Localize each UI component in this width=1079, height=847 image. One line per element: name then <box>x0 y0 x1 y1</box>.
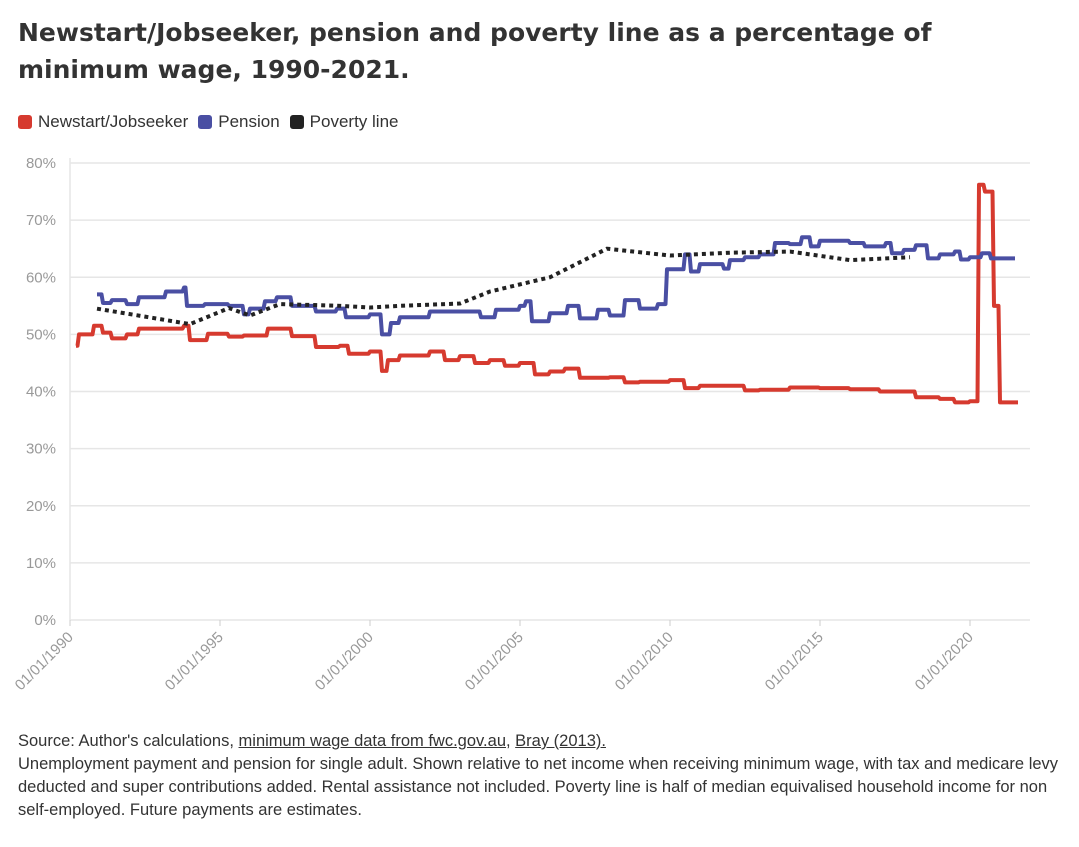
legend-label: Poverty line <box>309 112 399 131</box>
source-link-bray[interactable]: Bray (2013). <box>515 732 606 750</box>
x-tick-label: 01/01/2010 <box>612 629 677 694</box>
footer: Source: Author's calculations, minimum w… <box>18 730 1068 822</box>
source-link-fwc[interactable]: minimum wage data from fwc.gov.au <box>238 732 506 750</box>
legend-label: Newstart/Jobseeker <box>38 112 189 131</box>
legend-label: Pension <box>218 112 280 131</box>
chart-title: Newstart/Jobseeker, pension and poverty … <box>18 18 932 84</box>
y-tick-label: 10% <box>26 555 56 572</box>
y-tick-label: 60% <box>26 269 56 286</box>
y-tick-label: 50% <box>26 326 56 343</box>
x-tick-label: 01/01/1990 <box>12 629 77 694</box>
source-prefix: Source: Author's calculations, <box>18 732 239 750</box>
y-tick-label: 0% <box>34 612 56 629</box>
line-chart: 0% 10% 20% 30% 40% 50% 60% 70% 80% 01/01/1990 01/0… <box>12 155 1030 694</box>
legend-item-newstart[interactable]: Newstart/Jobseeker <box>18 112 188 132</box>
y-tick-label: 20% <box>26 498 56 515</box>
x-tick-label: 01/01/2005 <box>462 629 527 694</box>
x-tick-label: 01/01/2015 <box>762 629 827 694</box>
legend-swatch <box>198 115 213 129</box>
series-line-poverty-line <box>96 246 911 327</box>
series-line-pension <box>97 235 1016 337</box>
y-tick-label: 30% <box>26 441 56 458</box>
legend-item-pension[interactable]: Pension <box>198 112 280 132</box>
y-tick-label: 70% <box>26 212 56 229</box>
legend-item-poverty-line[interactable]: Poverty line <box>289 112 399 132</box>
y-tick-label: 40% <box>26 384 56 401</box>
footnote: Unemployment payment and pension for sin… <box>18 755 1059 819</box>
source-sep: , <box>506 732 516 750</box>
legend: Newstart/Jobseeker Pension Poverty line <box>18 112 399 132</box>
legend-swatch <box>18 115 32 129</box>
x-tick-label: 01/01/2020 <box>912 629 977 694</box>
x-tick-label: 01/01/1995 <box>162 629 227 694</box>
y-tick-label: 80% <box>26 155 56 172</box>
legend-swatch <box>289 115 304 129</box>
series-line-newstart-jobseeker <box>75 182 1019 405</box>
x-tick-label: 01/01/2000 <box>312 629 377 694</box>
